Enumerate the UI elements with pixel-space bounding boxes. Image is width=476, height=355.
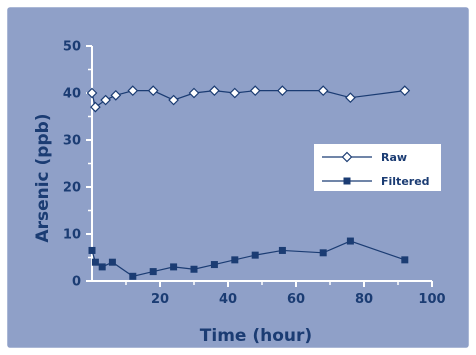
- raw-point: [249, 85, 261, 96]
- raw-point: [110, 90, 122, 101]
- filtered-point: [88, 246, 96, 254]
- x-axis-label: Time (hour): [200, 326, 312, 346]
- filtered-point: [108, 258, 116, 266]
- y-axis-label: Arsenic (ppb): [33, 113, 53, 242]
- x-tick-label: 40: [219, 292, 237, 307]
- raw-point: [127, 85, 139, 96]
- filtered-point: [170, 263, 178, 271]
- legend-label-filtered: Filtered: [381, 175, 430, 188]
- y-tick-label: 0: [72, 275, 81, 290]
- legend-box: [314, 144, 441, 191]
- raw-point: [100, 94, 111, 106]
- raw-point: [317, 85, 329, 96]
- raw-point: [188, 87, 200, 99]
- y-tick-label: 10: [63, 228, 81, 243]
- filtered-point: [319, 249, 327, 257]
- x-tick-label: 60: [287, 292, 305, 307]
- y-tick-label: 20: [63, 181, 81, 196]
- raw-point: [209, 85, 220, 96]
- filtered-point: [401, 256, 409, 264]
- raw-point: [86, 87, 98, 99]
- filtered-point: [251, 251, 259, 259]
- legend-marker-filtered: [343, 177, 351, 185]
- x-tick-label: 100: [418, 292, 445, 307]
- raw-point: [345, 92, 356, 104]
- filtered-point: [231, 256, 239, 264]
- filtered-point: [278, 246, 286, 254]
- y-tick-label: 30: [63, 134, 81, 149]
- x-tick-label: 20: [151, 292, 169, 307]
- filtered-point: [91, 258, 99, 266]
- raw-point: [399, 85, 411, 96]
- filtered-point: [98, 263, 106, 271]
- panel-background: [4, 4, 472, 351]
- raw-point: [90, 101, 101, 113]
- legend-marker-raw: [341, 151, 353, 163]
- x-tick-label: 80: [355, 292, 373, 307]
- y-tick-label: 40: [63, 87, 81, 102]
- filtered-point: [346, 237, 354, 245]
- raw-point: [277, 85, 288, 96]
- y-tick-label: 50: [63, 40, 81, 55]
- legend: Raw Filtered: [314, 144, 441, 191]
- legend-label-raw: Raw: [381, 151, 407, 164]
- raw-point: [229, 87, 241, 99]
- filtered-point: [129, 272, 137, 280]
- raw-point: [147, 85, 159, 96]
- filtered-point: [149, 268, 157, 276]
- filtered-point: [210, 261, 218, 269]
- raw-point: [168, 94, 179, 106]
- filtered-point: [190, 265, 198, 273]
